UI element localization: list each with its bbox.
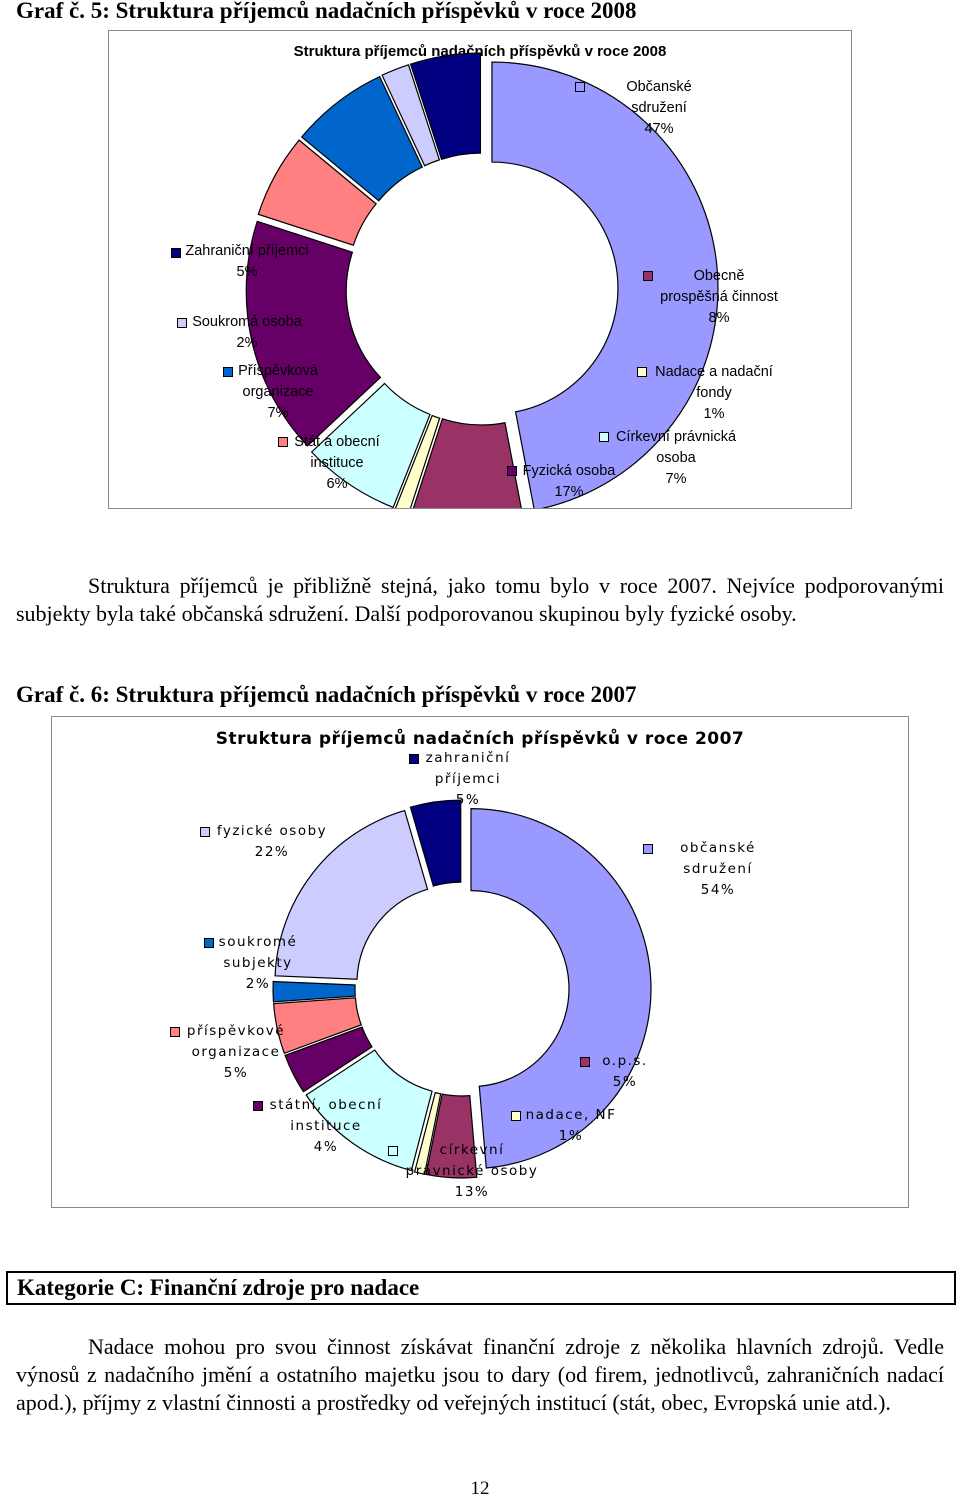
chart-2008-label-soukroma: Soukromá osoba 2%: [192, 314, 302, 351]
chart-2007-slice-7: [274, 809, 429, 980]
chart-2008-slice-4: [245, 220, 382, 447]
section-c-box: Kategorie C: Finanční zdroje pro nadace: [6, 1271, 956, 1305]
chart-2008-legend-swatch: [507, 466, 517, 476]
chart-2007-slice-4: [284, 1026, 373, 1093]
chart-2008-legend-swatch: [278, 437, 288, 447]
graph6-heading: Graf č. 6: Struktura příjemců nadačních …: [16, 682, 637, 707]
chart-2007-legend-swatch: [200, 827, 210, 837]
chart-2008-slice-2: [394, 414, 441, 508]
chart-2007-legend-swatch: [409, 754, 419, 764]
chart-2007: Struktura příjemců nadačních příspěvků v…: [51, 716, 909, 1208]
chart-2008-label-stat: Stát a obecní instituce 6%: [294, 434, 380, 492]
chart-2008: Struktura příjemců nadačních příspěvků v…: [108, 30, 852, 509]
chart-2007-legend-swatch: [511, 1111, 521, 1121]
chart-2008-legend-swatch: [575, 82, 585, 92]
chart-2008-slice-5: [257, 139, 377, 247]
chart-2008-legend-swatch: [177, 318, 187, 328]
paragraph-structure: Struktura příjemců je přibližně stejná, …: [16, 573, 944, 626]
chart-2008-slice-3: [310, 382, 431, 508]
chart-2007-legend-swatch: [253, 1101, 263, 1111]
chart-2007-label-prispevkove: příspěvkové organizace 5%: [186, 1023, 286, 1081]
paragraph-financial-sources: Nadace mohou pro svou činnost získávat f…: [16, 1334, 944, 1415]
chart-2007-slice-2: [413, 1091, 442, 1175]
chart-2007-legend-swatch: [388, 1146, 398, 1156]
graph5-heading: Graf č. 5: Struktura příjemců nadačních …: [16, 0, 637, 23]
chart-2007-legend-swatch: [580, 1057, 590, 1067]
chart-2007-slice-1: [425, 1093, 478, 1179]
chart-2007-label-cirkevni: církevní právnické osoby 13%: [405, 1142, 539, 1200]
chart-2008-label-prispevkova: Příspěvková organizace 7%: [238, 363, 318, 421]
chart-2007-slice-6: [272, 980, 356, 1003]
chart-2008-legend-swatch: [637, 367, 647, 377]
chart-2008-label-fyzicka-osoba: Fyzická osoba 17%: [522, 463, 616, 500]
chart-2008-legend-swatch: [599, 432, 609, 442]
chart-2008-slice-8: [409, 52, 482, 161]
page-number: 12: [470, 1478, 490, 1499]
chart-2008-label-obecne-prospesna: Obecně prospěšná činnost 8%: [660, 268, 778, 326]
chart-2008-slice-1: [412, 418, 522, 508]
chart-2008-label-zahranicni: Zahraniční příjemci 5%: [185, 243, 309, 280]
chart-2008-label-obcanske-sdruzeni: Občanské sdružení 47%: [626, 79, 692, 137]
chart-2007-slice-3: [305, 1049, 433, 1172]
chart-2008-label-nadace: Nadace a nadační fondy 1%: [655, 364, 773, 422]
chart-2007-slice-8: [409, 799, 462, 887]
chart-2007-legend-swatch: [204, 938, 214, 948]
chart-2007-slice-0: [470, 808, 652, 1169]
chart-2007-plot: [272, 799, 652, 1179]
chart-2007-label-statni: státní, obecní instituce 4%: [269, 1097, 383, 1155]
chart-2008-label-cirkevni: Církevní právnická osoba 7%: [615, 429, 737, 487]
chart-2008-plot: [245, 52, 719, 508]
chart-2007-label-zahranicni: zahraniční příjemci 5%: [425, 750, 511, 808]
chart-2008-title: Struktura příjemců nadačních příspěvků v…: [293, 43, 667, 60]
chart-2007-label-obcanske: občanské sdružení 54%: [680, 840, 756, 898]
chart-2007-title: Struktura příjemců nadačních příspěvků v…: [215, 729, 745, 749]
chart-2008-legend-swatch: [643, 271, 653, 281]
chart-2007-label-fyzicke: fyzické osoby 22%: [216, 823, 328, 860]
section-c-title: Kategorie C: Finanční zdroje pro nadace: [17, 1275, 420, 1300]
chart-2007-slice-5: [273, 997, 363, 1055]
chart-2008-slice-0: [491, 61, 719, 508]
chart-2007-label-nadace: nadace, NF 1%: [525, 1107, 617, 1144]
chart-2007-label-ops: o.p.s. 5%: [602, 1053, 648, 1090]
chart-2007-legend-swatch: [643, 844, 653, 854]
chart-2008-legend-swatch: [223, 367, 233, 377]
chart-2007-legend-swatch: [170, 1027, 180, 1037]
chart-2007-label-soukrome: soukromé subjekty 2%: [218, 934, 298, 992]
chart-2008-slice-6: [300, 75, 424, 202]
chart-2008-slice-7: [381, 64, 441, 167]
chart-2008-legend-swatch: [171, 248, 181, 258]
